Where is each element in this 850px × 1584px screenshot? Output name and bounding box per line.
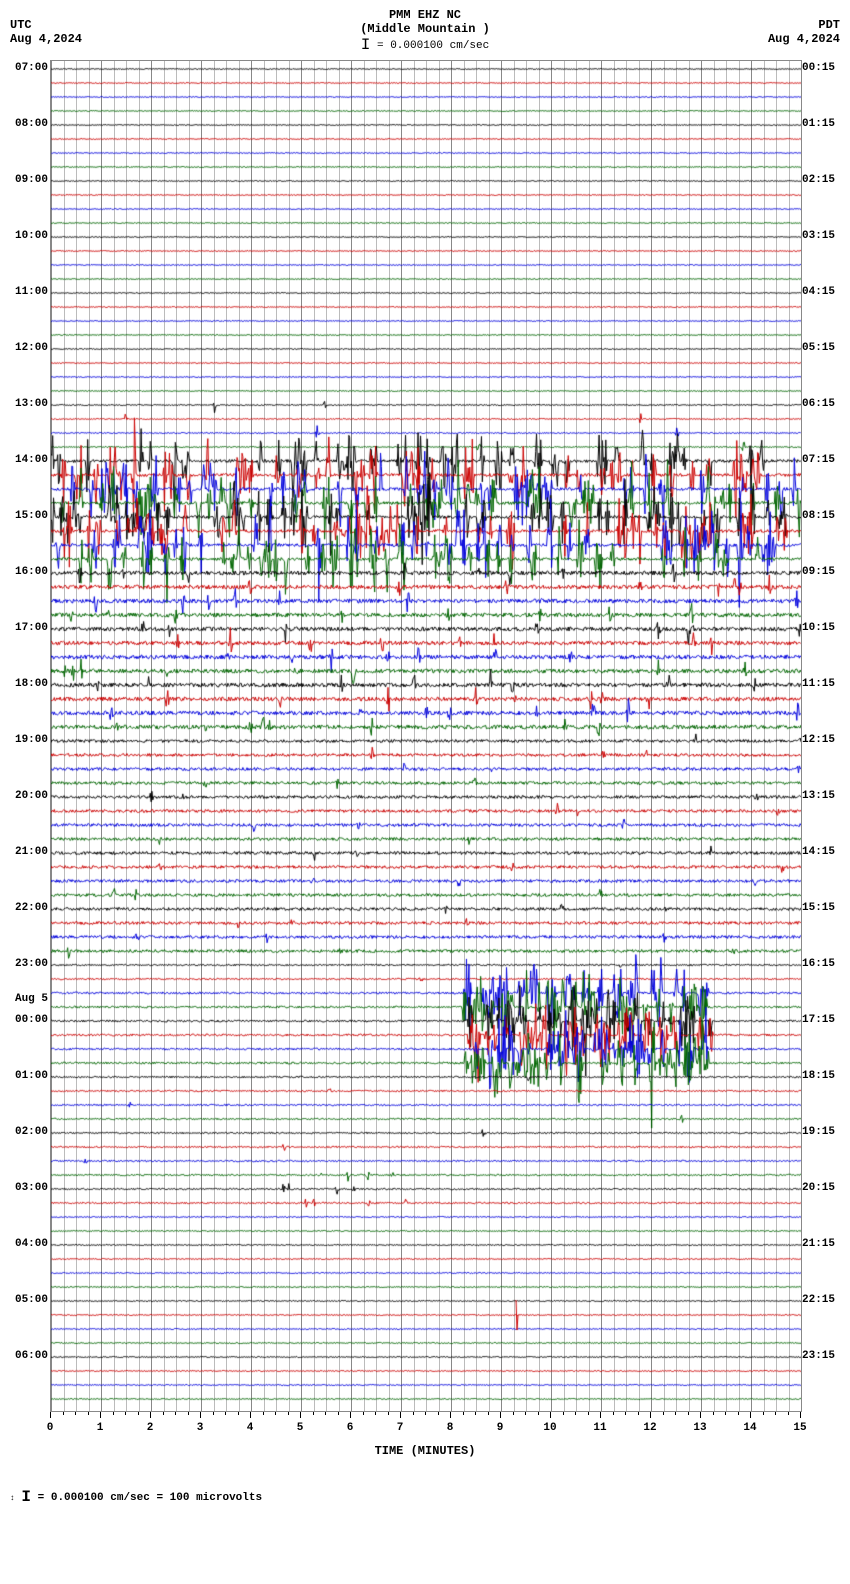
left-time-label: 15:00 <box>0 511 48 522</box>
right-time-label: 19:15 <box>802 1127 850 1138</box>
header-right: PDT Aug 4,2024 <box>768 18 840 46</box>
seismogram-plot <box>50 60 802 1412</box>
x-tick-label: 9 <box>497 1422 504 1434</box>
left-time-label: 19:00 <box>0 735 48 746</box>
right-time-label: 08:15 <box>802 511 850 522</box>
right-time-label: 01:15 <box>802 119 850 130</box>
x-tick-label: 6 <box>347 1422 354 1434</box>
x-tick-label: 5 <box>297 1422 304 1434</box>
left-time-label: 04:00 <box>0 1239 48 1250</box>
header-center: PMM EHZ NC (Middle Mountain ) I = 0.0001… <box>0 8 850 54</box>
left-time-labels: 07:00 08:00 09:00 10:00 11:00 12:00 13:00 14:00… <box>0 60 48 1410</box>
right-time-label: 13:15 <box>802 791 850 802</box>
right-time-label: 17:15 <box>802 1015 850 1026</box>
x-tick-label: 2 <box>147 1422 154 1434</box>
left-time-label: 21:00 <box>0 847 48 858</box>
left-time-label: 17:00 <box>0 623 48 634</box>
right-time-label: 12:15 <box>802 735 850 746</box>
right-time-label: 02:15 <box>802 175 850 186</box>
footer: ↕ I = 0.000100 cm/sec = 100 microvolts <box>10 1488 840 1506</box>
station-code: PMM EHZ NC <box>0 8 850 22</box>
left-time-label: 22:00 <box>0 903 48 914</box>
right-time-label: 18:15 <box>802 1071 850 1082</box>
footer-text: = 0.000100 cm/sec = 100 microvolts <box>38 1492 262 1504</box>
x-tick-label: 12 <box>643 1422 656 1434</box>
left-time-label: 01:00 <box>0 1071 48 1082</box>
x-tick-label: 10 <box>543 1422 556 1434</box>
right-time-label: 07:15 <box>802 455 850 466</box>
left-time-label: 20:00 <box>0 791 48 802</box>
left-time-label: 07:00 <box>0 63 48 74</box>
right-time-label: 23:15 <box>802 1351 850 1362</box>
x-tick-label: 8 <box>447 1422 454 1434</box>
left-time-label: 18:00 <box>0 679 48 690</box>
right-time-label: 21:15 <box>802 1239 850 1250</box>
right-time-label: 22:15 <box>802 1295 850 1306</box>
right-time-label: 20:15 <box>802 1183 850 1194</box>
left-time-label: 16:00 <box>0 567 48 578</box>
station-location: (Middle Mountain ) <box>0 22 850 36</box>
left-time-label: 09:00 <box>0 175 48 186</box>
left-time-label: 08:00 <box>0 119 48 130</box>
right-time-label: 06:15 <box>802 399 850 410</box>
right-time-label: 11:15 <box>802 679 850 690</box>
right-time-label: 15:15 <box>802 903 850 914</box>
left-time-label: 12:00 <box>0 343 48 354</box>
x-tick-label: 15 <box>793 1422 806 1434</box>
date-right: Aug 4,2024 <box>768 32 840 46</box>
x-tick-label: 13 <box>693 1422 706 1434</box>
right-time-label: 09:15 <box>802 567 850 578</box>
left-time-label: 13:00 <box>0 399 48 410</box>
x-tick-label: 11 <box>593 1422 606 1434</box>
right-time-label: 10:15 <box>802 623 850 634</box>
x-tick-label: 0 <box>47 1422 54 1434</box>
x-axis: 0123456789101112131415 <box>50 1412 800 1442</box>
left-time-label: 14:00 <box>0 455 48 466</box>
left-time-label: 23:00 <box>0 959 48 970</box>
right-time-label: 16:15 <box>802 959 850 970</box>
x-tick-label: 4 <box>247 1422 254 1434</box>
tz-right: PDT <box>768 18 840 32</box>
left-time-label: 02:00 <box>0 1127 48 1138</box>
left-time-label: 11:00 <box>0 287 48 298</box>
scale-indicator: I = 0.000100 cm/sec <box>0 36 850 54</box>
x-tick-label: 7 <box>397 1422 404 1434</box>
right-time-labels: 00:15 01:15 02:15 03:15 04:15 05:15 06:15 07:15… <box>802 60 850 1410</box>
right-time-label: 14:15 <box>802 847 850 858</box>
right-time-label: 00:15 <box>802 63 850 74</box>
left-time-label: 05:00 <box>0 1295 48 1306</box>
x-tick-label: 1 <box>97 1422 104 1434</box>
x-axis-title: TIME (MINUTES) <box>0 1444 850 1458</box>
left-time-label: 10:00 <box>0 231 48 242</box>
left-time-label: 06:00 <box>0 1351 48 1362</box>
scale-text: = 0.000100 cm/sec <box>377 40 489 52</box>
x-tick-label: 3 <box>197 1422 204 1434</box>
right-time-label: 03:15 <box>802 231 850 242</box>
left-time-label: 03:00 <box>0 1183 48 1194</box>
header: UTC Aug 4,2024 PMM EHZ NC (Middle Mounta… <box>0 0 850 60</box>
right-time-label: 05:15 <box>802 343 850 354</box>
left-time-label: 00:00 <box>0 1015 48 1026</box>
date-marker: Aug 5 <box>0 994 48 1005</box>
x-tick-label: 14 <box>743 1422 756 1434</box>
right-time-label: 04:15 <box>802 287 850 298</box>
